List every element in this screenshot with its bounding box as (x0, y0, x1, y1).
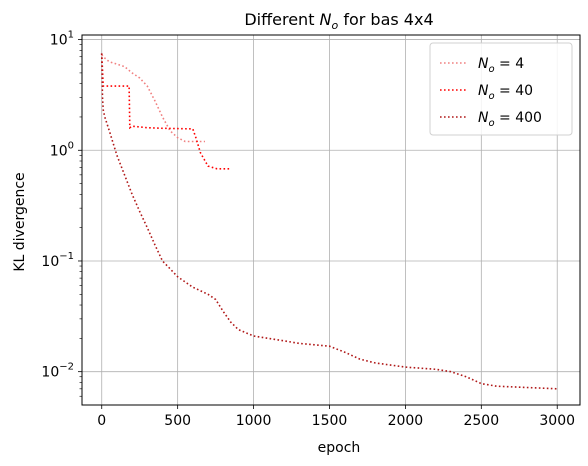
x-tick-label: 2000 (388, 413, 424, 429)
x-tick-label: 1000 (236, 413, 272, 429)
x-tick-label: 500 (164, 413, 191, 429)
x-tick-label: 2500 (463, 413, 499, 429)
y-tick-label: 10−1 (41, 251, 74, 270)
legend-box (429, 42, 573, 136)
plot-frame (81, 34, 581, 406)
x-tick-label: 0 (97, 413, 106, 429)
x-axis-ticks: 0 500 1000 1500 2000 2500 3000 (97, 405, 575, 429)
y-tick-label: 101 (50, 30, 74, 49)
legend: No = 4 No = 40 No = 400 (429, 42, 573, 136)
y-tick-label: 10−2 (41, 362, 74, 381)
legend-label: No = 400 (478, 110, 542, 129)
series-line-0 (101, 54, 205, 143)
series-layer (100, 53, 558, 390)
legend-label: No = 4 (478, 56, 524, 75)
legend-label: No = 40 (478, 83, 533, 102)
y-axis-label: KL divergence (12, 172, 28, 271)
x-tick-label: 3000 (539, 413, 575, 429)
x-axis-label: epoch (318, 440, 361, 456)
y-tick-label: 100 (50, 140, 74, 159)
y-axis-ticks: 10−2 10−1 100 101 (41, 30, 82, 397)
series-line-1 (100, 53, 230, 170)
x-tick-label: 1500 (312, 413, 348, 429)
chart-title: Different No for bas 4x4 (244, 10, 433, 32)
